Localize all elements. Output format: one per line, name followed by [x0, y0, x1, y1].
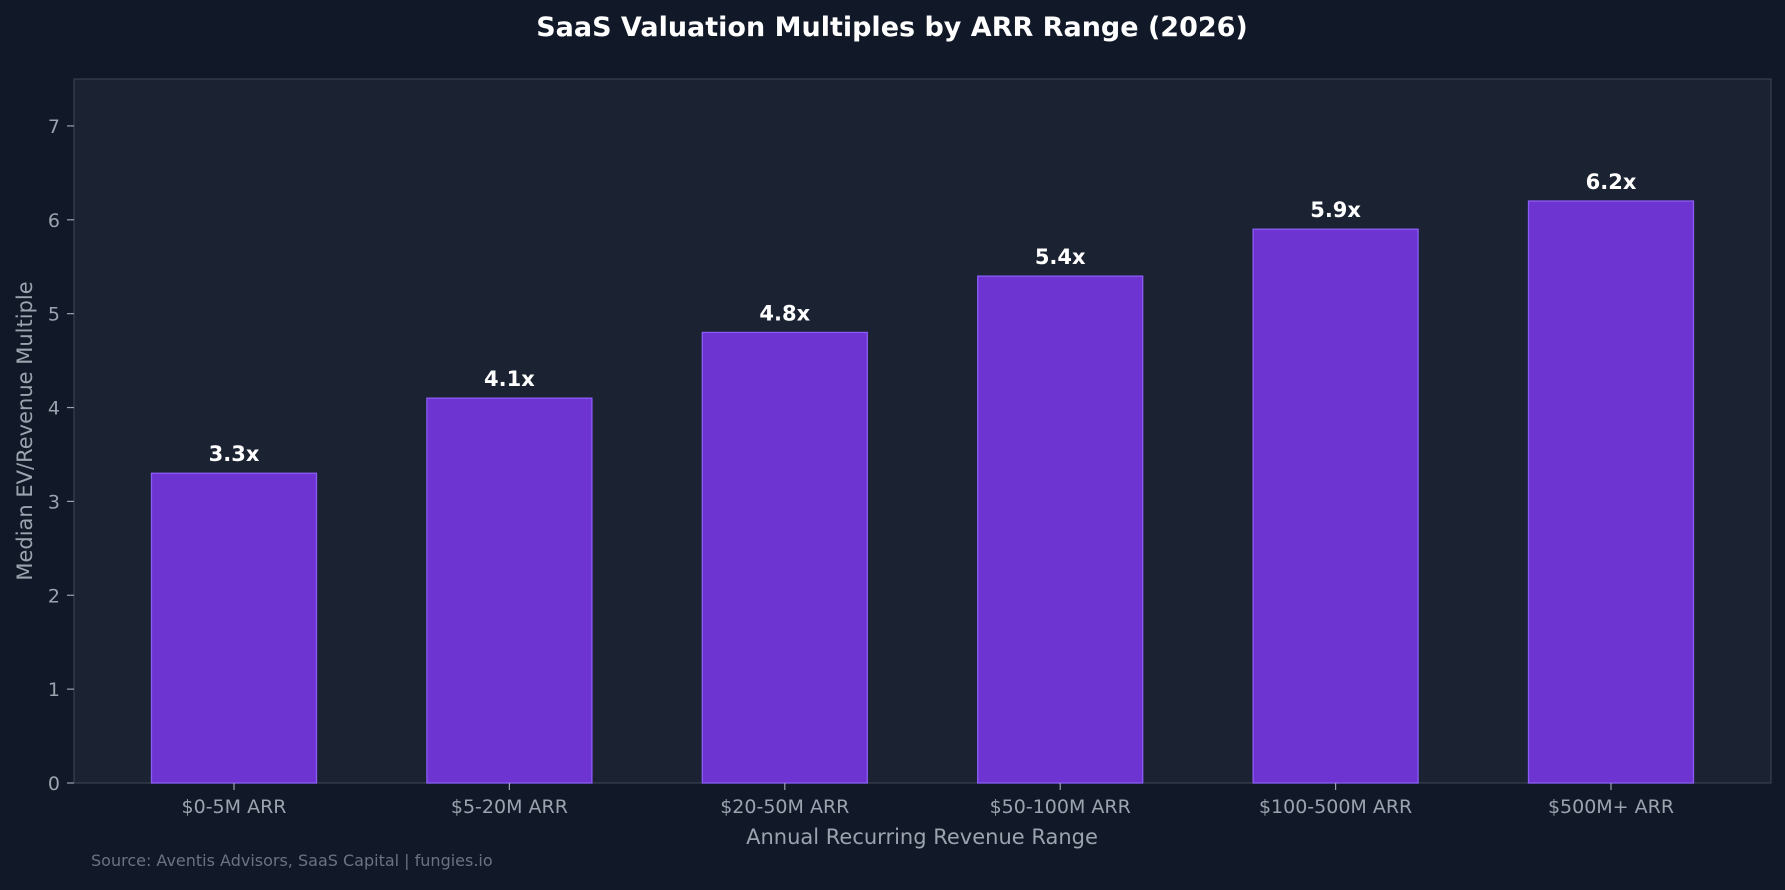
bar-value-label: 6.2x — [1586, 170, 1637, 194]
bar — [1527, 200, 1695, 784]
x-tick-label: $5-20M ARR — [451, 796, 568, 818]
bar — [150, 472, 318, 784]
y-tick-label: 2 — [48, 585, 60, 607]
chart-title: SaaS Valuation Multiples by ARR Range (2… — [536, 12, 1248, 43]
y-tick-label: 0 — [48, 773, 60, 795]
source-note: Source: Aventis Advisors, SaaS Capital |… — [91, 851, 493, 870]
x-tick-label: $500M+ ARR — [1548, 796, 1674, 818]
y-tick-label: 7 — [48, 116, 60, 138]
ticks-layer: 0 1 2 3 4 5 6 7 $0-5M ARR $5-20M ARR $20-50M ARR $5… — [48, 116, 1674, 818]
plot-area — [73, 78, 1772, 784]
bar-value-label: 4.8x — [759, 301, 810, 325]
y-tick-label: 3 — [48, 491, 60, 513]
x-axis-label: Annual Recurring Revenue Range — [746, 825, 1098, 849]
bar — [701, 331, 868, 784]
x-tick-label: $50-100M ARR — [990, 796, 1131, 818]
x-tick-label: $20-50M ARR — [720, 796, 849, 818]
y-tick-label: 5 — [48, 304, 60, 326]
bar — [426, 397, 593, 784]
bar-value-label: 5.9x — [1310, 198, 1361, 222]
bar-value-label: 5.4x — [1035, 245, 1086, 269]
bars-layer: 3.3x 4.1x 4.8x 5.4x 5.9x 6.2x — [150, 170, 1695, 784]
y-tick-label: 6 — [48, 210, 60, 232]
x-tick-label: $0-5M ARR — [182, 796, 287, 818]
x-tick-label: $100-500M ARR — [1259, 796, 1412, 818]
y-tick-label: 1 — [48, 679, 60, 701]
y-axis-label: Median EV/Revenue Multiple — [13, 281, 37, 580]
bar-value-label: 3.3x — [209, 442, 260, 466]
y-tick-label: 4 — [48, 398, 60, 420]
bar — [1252, 228, 1419, 784]
bar — [977, 275, 1144, 784]
bar-value-label: 4.1x — [484, 367, 535, 391]
